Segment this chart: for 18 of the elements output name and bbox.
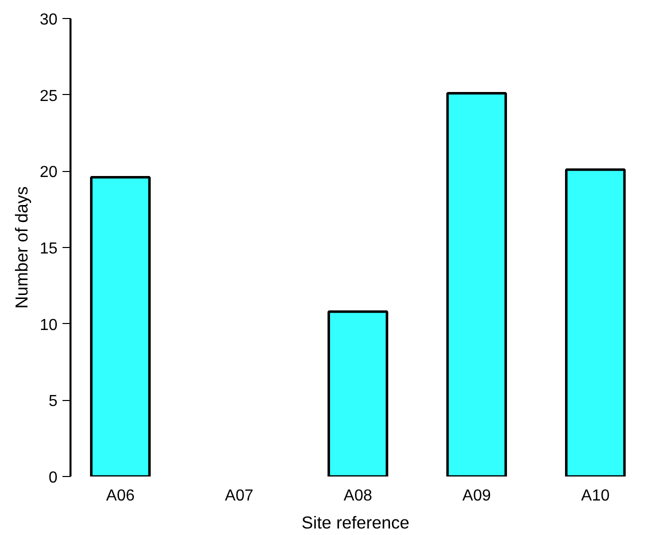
y-tick-label: 0 xyxy=(48,470,58,486)
y-tick-label: 15 xyxy=(40,240,58,258)
bar xyxy=(565,168,626,476)
y-tick-label: 25 xyxy=(40,88,58,105)
bar xyxy=(446,92,507,476)
x-axis-title: Site reference xyxy=(302,512,410,532)
y-axis-title: Number of days xyxy=(12,186,32,309)
x-tick-label: A10 xyxy=(581,488,610,504)
x-tick-label: A09 xyxy=(462,488,491,504)
y-tick-label: 30 xyxy=(40,12,58,28)
x-tick-label: A07 xyxy=(224,488,254,504)
y-tick-label: 20 xyxy=(40,164,58,182)
y-tick-label: 5 xyxy=(48,393,58,410)
x-tick-label: A06 xyxy=(106,488,135,504)
bar xyxy=(90,176,151,476)
bar xyxy=(328,310,388,476)
x-tick-label: A08 xyxy=(344,488,372,504)
y-tick-label: 10 xyxy=(40,316,58,334)
